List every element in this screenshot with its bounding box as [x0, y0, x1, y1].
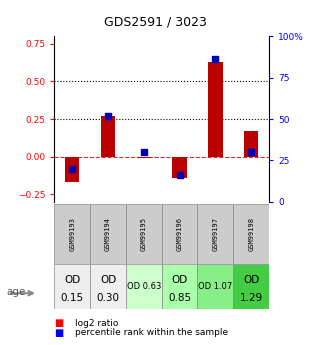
- Bar: [54, 264, 90, 309]
- Text: percentile rank within the sample: percentile rank within the sample: [75, 328, 228, 337]
- Text: OD: OD: [243, 275, 259, 285]
- Text: GSM99197: GSM99197: [212, 217, 218, 251]
- Text: GSM99196: GSM99196: [177, 217, 183, 251]
- Text: GSM99198: GSM99198: [248, 217, 254, 251]
- Text: OD: OD: [171, 275, 188, 285]
- Text: OD: OD: [64, 275, 81, 285]
- Bar: [208, 62, 223, 157]
- Bar: [233, 264, 269, 309]
- Point: [141, 149, 146, 155]
- Text: 1.29: 1.29: [239, 293, 263, 303]
- Text: GDS2591 / 3023: GDS2591 / 3023: [104, 16, 207, 29]
- Point: [248, 149, 253, 155]
- Text: OD 1.07: OD 1.07: [198, 282, 233, 291]
- Text: GSM99195: GSM99195: [141, 217, 147, 251]
- Bar: [126, 264, 162, 309]
- Text: log2 ratio: log2 ratio: [75, 319, 118, 328]
- Bar: [126, 204, 162, 264]
- Point: [177, 172, 182, 178]
- Text: ■: ■: [54, 318, 64, 328]
- Bar: [244, 131, 258, 157]
- Text: age: age: [6, 287, 26, 296]
- Bar: [172, 157, 187, 178]
- Bar: [197, 264, 233, 309]
- Bar: [54, 204, 90, 264]
- Text: 0.85: 0.85: [168, 293, 191, 303]
- Text: GSM99194: GSM99194: [105, 217, 111, 251]
- Text: 0.15: 0.15: [61, 293, 84, 303]
- Bar: [65, 157, 79, 182]
- Bar: [90, 264, 126, 309]
- Text: OD 0.63: OD 0.63: [127, 282, 161, 291]
- Point: [70, 166, 75, 171]
- Bar: [162, 264, 197, 309]
- Bar: [137, 157, 151, 158]
- Text: GSM99193: GSM99193: [69, 217, 75, 251]
- Point: [213, 57, 218, 62]
- Text: ■: ■: [54, 328, 64, 338]
- Bar: [233, 204, 269, 264]
- Bar: [162, 204, 197, 264]
- Text: OD: OD: [100, 275, 116, 285]
- Bar: [197, 204, 233, 264]
- Point: [105, 113, 111, 118]
- Text: 0.30: 0.30: [97, 293, 119, 303]
- Bar: [101, 116, 115, 157]
- Bar: [90, 204, 126, 264]
